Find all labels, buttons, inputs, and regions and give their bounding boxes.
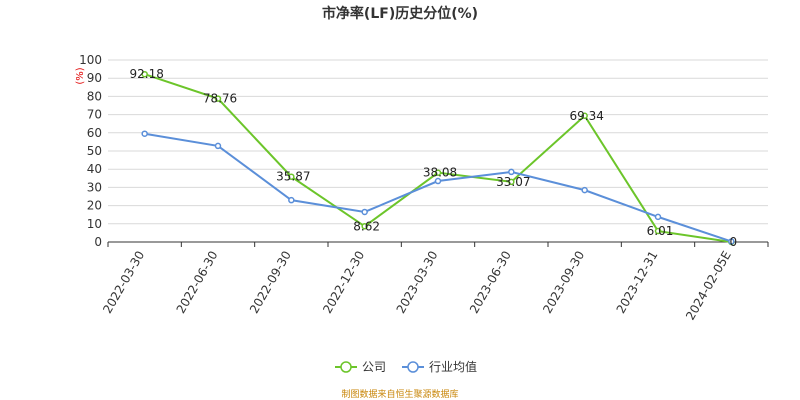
data-point[interactable] [434, 169, 442, 176]
data-point[interactable] [214, 142, 222, 150]
y-tick-label: 40 [87, 162, 102, 176]
y-tick-label: 80 [87, 89, 102, 103]
x-tick-label: 2023-06-30 [467, 249, 514, 316]
y-tick-label: 60 [87, 126, 102, 140]
y-axis-unit: (%) [75, 67, 86, 84]
chart-title: 市净率(LF)历史分位(%) [322, 5, 478, 22]
data-label: 92.18 [129, 67, 163, 81]
x-tick-label: 2022-06-30 [174, 249, 221, 316]
y-tick-labels: 0 10 20 30 40 50 60 70 80 90 100 [79, 53, 102, 249]
data-point[interactable] [141, 70, 148, 78]
data-point[interactable] [581, 112, 588, 120]
data-point[interactable] [141, 130, 148, 137]
y-tick-label: 90 [87, 71, 102, 85]
x-tick-label: 2023-03-30 [394, 249, 441, 316]
y-tick-label: 20 [87, 199, 102, 213]
source-note: 制图数据来自恒生聚源数据库 [341, 388, 458, 400]
data-label: 78.76 [203, 92, 237, 106]
data-point[interactable] [728, 238, 735, 245]
y-tick-label: 10 [87, 217, 102, 231]
data-point[interactable] [508, 168, 515, 176]
x-tick-label: 2023-12-31 [614, 249, 661, 316]
x-tick-label: 2023-09-30 [540, 249, 587, 316]
x-tick-label: 2022-03-30 [100, 249, 147, 316]
y-tick-label: 70 [87, 108, 102, 122]
y-tick-label: 50 [87, 144, 102, 158]
y-tick-label: 0 [94, 235, 102, 249]
data-label: 8.62 [353, 219, 380, 233]
x-axis: 2022-03-30 2022-06-30 2022-09-30 2022-12-30… [100, 241, 769, 323]
data-label: 6.01 [647, 224, 674, 238]
data-point[interactable] [581, 186, 588, 194]
data-point[interactable] [508, 178, 515, 186]
data-point[interactable] [361, 208, 368, 216]
data-point[interactable] [654, 213, 662, 221]
legend-marker[interactable] [407, 361, 419, 373]
data-label: 0 [730, 235, 738, 249]
legend[interactable]: 公司 行业均值 [335, 359, 477, 374]
y-tick-label: 100 [79, 53, 102, 67]
data-label: 33.07 [496, 175, 530, 189]
series-lines [141, 70, 735, 246]
data-label: 69.34 [569, 109, 603, 123]
y-tick-label: 30 [87, 180, 102, 194]
data-point[interactable] [288, 173, 295, 180]
x-tick-label: 2022-09-30 [247, 249, 294, 316]
data-point[interactable] [654, 227, 662, 235]
data-point[interactable] [434, 177, 442, 185]
data-labels: 92.18 78.76 35.87 8.62 38.08 33.07 69.34 6.01 0 [129, 67, 737, 249]
x-tick-label: 2022-12-30 [320, 249, 367, 316]
data-point[interactable] [288, 196, 295, 204]
x-tick-label: 2024-02-05E [683, 249, 734, 323]
legend-label[interactable]: 行业均值 [429, 359, 477, 374]
data-label: 35.87 [276, 170, 310, 184]
data-point[interactable] [361, 223, 368, 230]
legend-label[interactable]: 公司 [362, 360, 386, 374]
data-label: 38.08 [423, 166, 457, 180]
data-point[interactable] [214, 95, 222, 102]
legend-marker[interactable] [340, 361, 352, 373]
grid [108, 59, 768, 225]
